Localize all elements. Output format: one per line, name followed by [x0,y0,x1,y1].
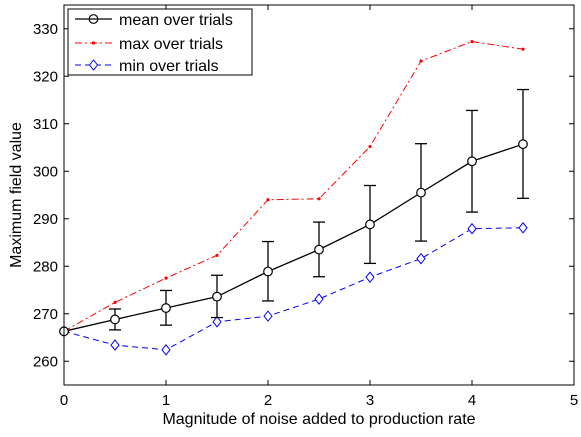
axes-frame [63,4,575,386]
legend-entry-mean: mean over trials [75,12,233,29]
legend: mean over trials max over trials min ove… [67,8,253,76]
data-point-mean [212,291,222,302]
data-point-max [419,59,423,63]
data-point-max [470,39,474,44]
y-tick-label: 310 [33,116,58,133]
y-tick-label: 290 [33,211,58,228]
y-tick-label: 260 [33,353,58,370]
data-point-min [518,221,528,234]
data-point-max [317,197,321,201]
legend-entry-max: max over trials [75,36,223,53]
y-axis-label: Maximum field value [8,122,25,268]
x-tick-label: 1 [162,392,170,409]
data-point-mean [467,156,477,167]
y-tick-label: 270 [33,306,58,323]
data-point-min [110,339,120,351]
x-tick-label: 0 [60,392,68,409]
data-point-max [266,198,270,202]
legend-label-max: max over trials [119,36,223,53]
data-point-mean [263,266,273,277]
x-tick-label: 2 [264,392,272,409]
data-point-mean [416,187,426,198]
x-axis-label: Magnitude of noise added to production r… [162,411,475,428]
data-point-min [314,293,324,305]
data-point-max [521,47,525,51]
data-point-mean [314,244,324,255]
data-point-max [113,300,117,304]
legend-box [67,8,253,76]
legend-label-min: min over trials [119,58,219,75]
legend-marker-max-dot-icon [91,41,96,45]
legend-marker-mean-circle-icon [88,14,99,24]
y-tick-label: 330 [33,21,58,38]
x-tick-label: 4 [468,392,476,409]
data-point-max [164,276,168,280]
data-point-min [416,252,426,265]
data-point-min [365,271,375,283]
series-line-dot [63,41,524,332]
x-tick-label: 5 [570,392,578,409]
data-point-mean [518,139,528,150]
data-point-min [212,316,222,328]
series-layer [59,39,529,356]
y-tick-label: 320 [33,68,58,85]
data-point-mean [365,219,375,230]
y-tick-label: 300 [33,163,58,180]
data-point-mean [161,303,171,313]
data-point-mean [110,314,120,325]
data-point-min [161,344,171,356]
data-point-max [368,144,372,149]
series-line-circle [63,143,524,332]
series-line-diamond [63,227,524,351]
data-point-max [215,253,219,257]
legend-entry-min: min over trials [75,58,219,75]
axes-layer: 0 1 2 3 4 5 260 270 280 290 300 310 320 330 [33,4,578,409]
y-tick-label: 280 [33,258,58,275]
x-tick-label: 3 [366,392,374,409]
data-point-min [263,310,273,322]
legend-label-mean: mean over trials [119,12,233,29]
data-point-min [467,222,477,235]
legend-marker-min-diamond-icon [88,59,99,71]
